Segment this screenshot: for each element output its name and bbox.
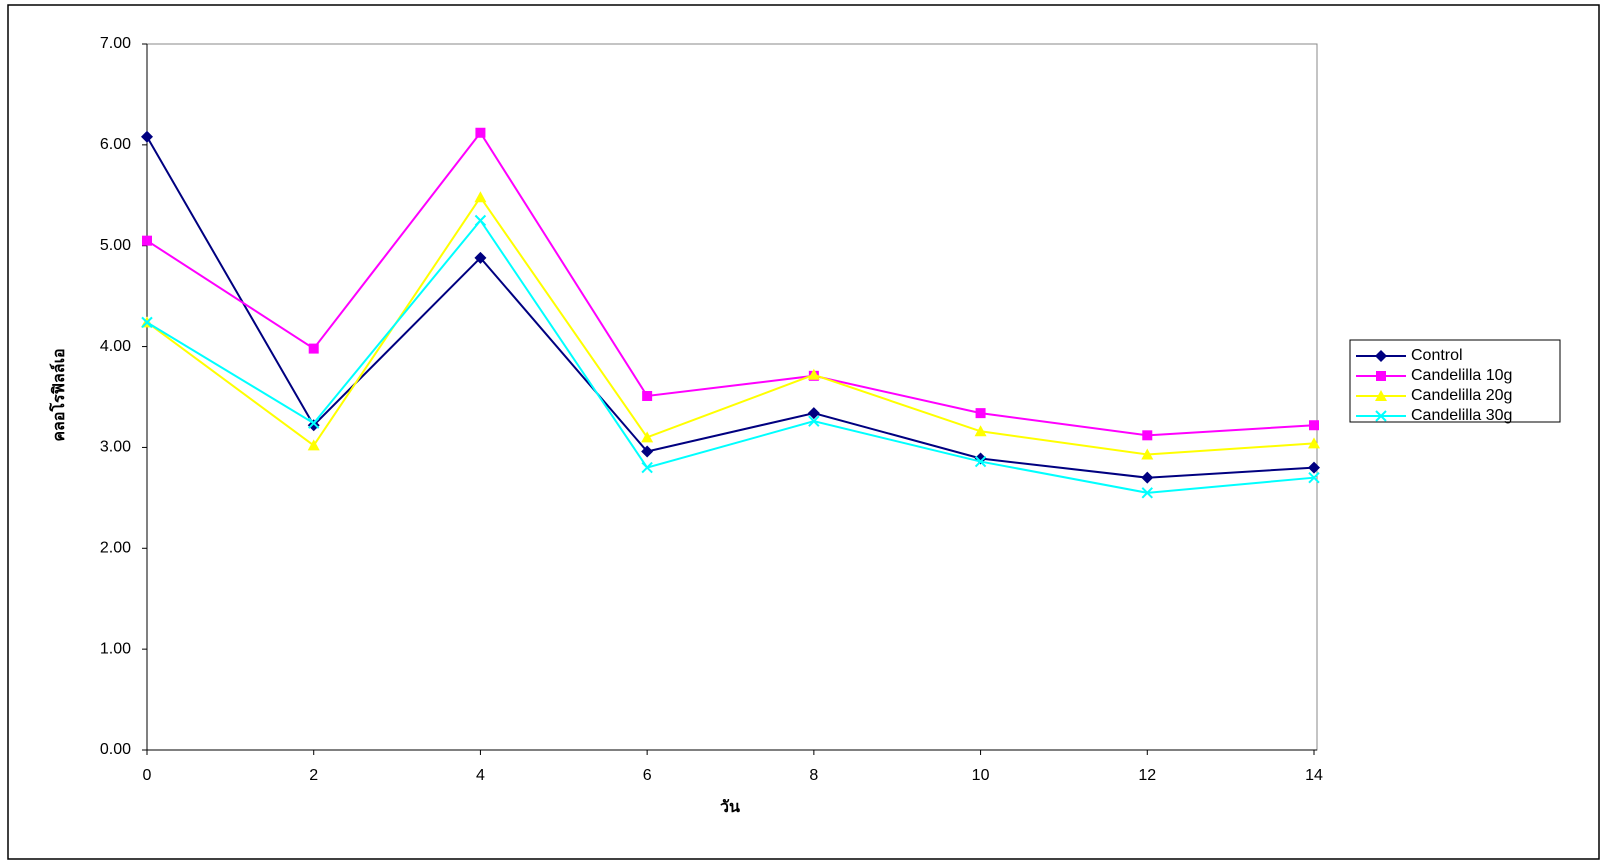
marker [1142, 430, 1153, 441]
marker [641, 461, 653, 474]
series-line [146, 136, 1315, 479]
marker [641, 445, 654, 458]
marker [308, 417, 320, 429]
x-tick-label: 0 [143, 767, 152, 784]
marker [1308, 471, 1320, 484]
legend-marker [1375, 350, 1387, 362]
x-tick-label: 8 [809, 767, 818, 784]
marker [642, 390, 653, 401]
marker [974, 425, 987, 437]
y-tick-label: 7.00 [100, 35, 131, 52]
y-tick-label: 4.00 [100, 338, 131, 355]
x-tick-label: 14 [1305, 767, 1323, 784]
marker [474, 214, 487, 227]
y-tick-label: 2.00 [100, 540, 131, 557]
x-tick-label: 4 [476, 767, 485, 784]
y-tick-label: 6.00 [100, 136, 131, 153]
series-line [146, 131, 1315, 437]
series-line [146, 218, 1315, 494]
y-tick-label: 1.00 [100, 640, 131, 657]
marker [474, 191, 487, 203]
marker [1141, 448, 1154, 460]
y-tick-label: 3.00 [100, 439, 131, 456]
marker [1308, 461, 1320, 474]
marker [807, 368, 820, 380]
marker [1141, 471, 1154, 484]
y-tick-label: 5.00 [100, 237, 131, 254]
series-line [146, 195, 1315, 456]
marker [141, 316, 153, 329]
marker [142, 235, 152, 246]
marker [141, 130, 153, 143]
marker [974, 455, 987, 468]
marker [808, 415, 820, 427]
marker [1309, 420, 1319, 431]
legend-marker [1376, 371, 1386, 381]
marker [1141, 487, 1153, 499]
marker [474, 251, 487, 264]
marker [307, 439, 320, 451]
chart-frame [7, 4, 1600, 860]
x-tick-label: 6 [643, 767, 652, 784]
marker [1308, 437, 1320, 449]
legend-marker [1375, 410, 1387, 422]
legend-label: Candelilla 10g [1411, 367, 1512, 384]
y-axis-label: คลอโรฟิลล์เอ [48, 348, 68, 441]
x-tick-label: 2 [309, 767, 318, 784]
marker [475, 127, 486, 138]
marker [308, 343, 319, 354]
legend-label: Control [1411, 347, 1463, 364]
legend-marker [1375, 390, 1387, 401]
x-tick-label: 10 [972, 767, 990, 784]
x-axis-label: วัน [720, 798, 740, 816]
legend-label: Candelilla 30g [1411, 407, 1512, 424]
marker [807, 407, 820, 420]
x-tick-label: 12 [1138, 767, 1156, 784]
marker [975, 408, 986, 419]
legend-label: Candelilla 20g [1411, 387, 1512, 404]
y-tick-label: 0.00 [100, 741, 131, 758]
marker [641, 431, 654, 443]
